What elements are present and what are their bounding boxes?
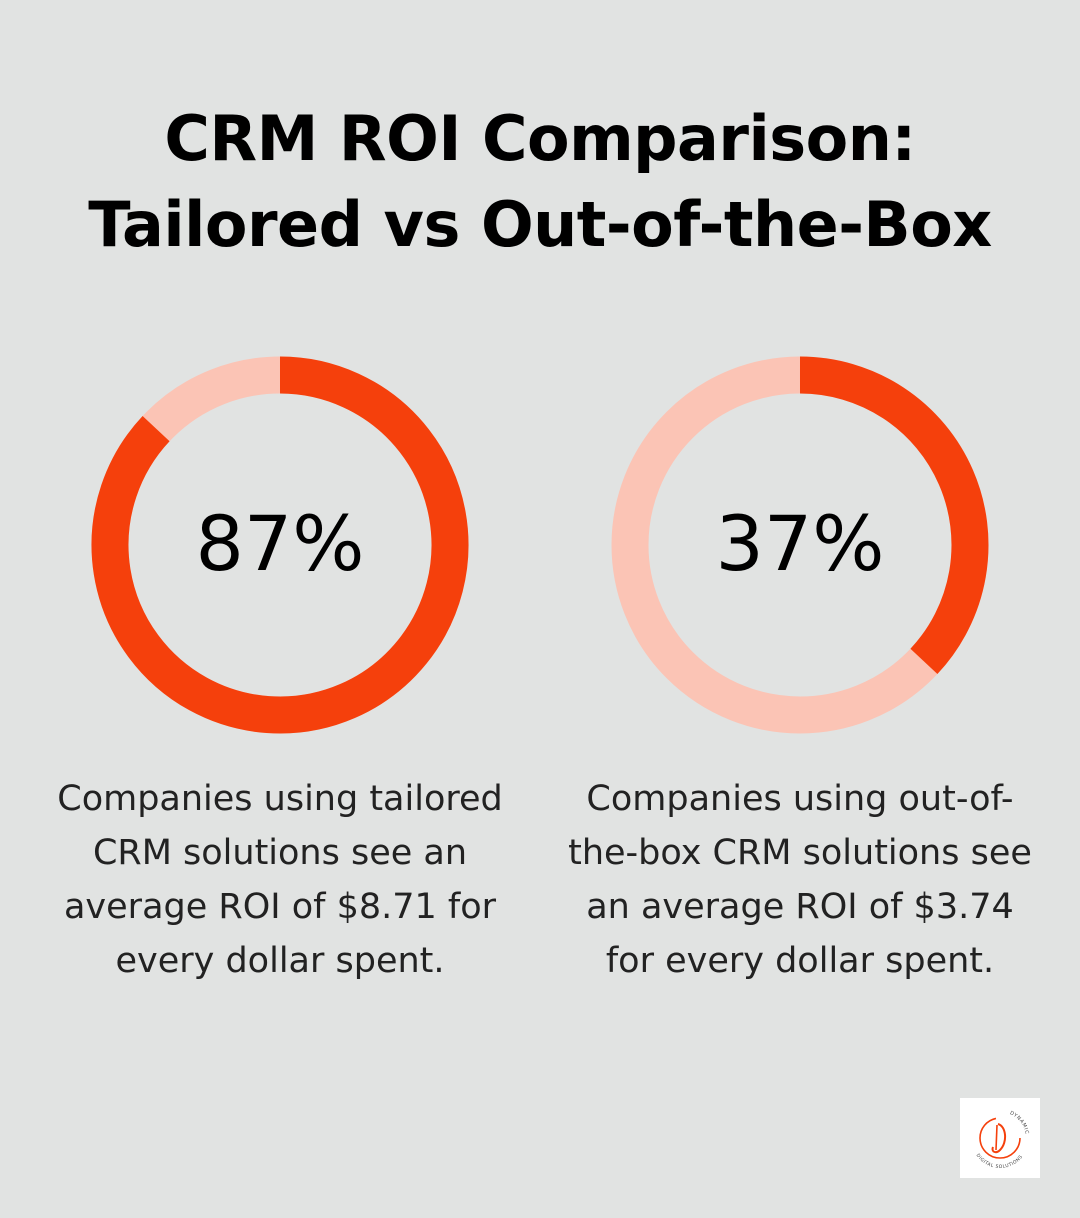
donut-svg-out-of-the-box: 37%: [611, 356, 989, 734]
caption-tailored-line-3: average ROI of $8.71 for: [63, 887, 497, 927]
caption-tailored-line-1: Companies using tailored: [57, 779, 503, 819]
brand-logo: DYNAMIC DIGITAL SOLUTIONS: [960, 1098, 1040, 1178]
svg-text:DYNAMIC: DYNAMIC: [1009, 1110, 1030, 1135]
caption-tailored-line-2: CRM solutions see an: [92, 833, 468, 873]
logo-ring: [979, 1117, 1021, 1159]
title-line-1: CRM ROI Comparison:: [164, 102, 916, 175]
donut-chart-tailored: 87%: [85, 350, 475, 740]
donut-arc-tailored: [91, 356, 469, 734]
svg-text:DIGITAL SOLUTIONS: DIGITAL SOLUTIONS: [975, 1153, 1025, 1170]
caption-tailored-line-4: every dollar spent.: [115, 941, 445, 981]
donut-value-label-tailored: 87%: [196, 499, 365, 588]
page-title: CRM ROI Comparison: Tailored vs Out-of-t…: [0, 96, 1080, 268]
donut-chart-out-of-the-box: 37%: [605, 350, 995, 740]
caption-tailored: Companies using tailored CRM solutions s…: [40, 772, 520, 988]
caption-out-of-the-box-line-1: Companies using out-of-: [586, 779, 1014, 819]
logo-letter-d: [991, 1123, 1006, 1154]
logo-text-top: DYNAMIC: [1009, 1110, 1029, 1135]
caption-out-of-the-box-line-4: for every dollar spent.: [605, 941, 995, 981]
donut-arc-out-of-the-box: [799, 356, 989, 675]
donut-value-label-out-of-the-box: 37%: [716, 499, 885, 588]
caption-out-of-the-box-line-3: an average ROI of $3.74: [586, 887, 1014, 927]
caption-out-of-the-box-line-2: the-box CRM solutions see: [568, 833, 1032, 873]
logo-text-bottom: DIGITAL SOLUTIONS: [975, 1153, 1024, 1170]
dynamic-digital-solutions-logo-icon: DYNAMIC DIGITAL SOLUTIONS: [975, 1110, 1030, 1170]
donut-svg-tailored: 87%: [91, 356, 469, 734]
title-line-2: Tailored vs Out-of-the-Box: [88, 188, 992, 261]
logo-letter-stem: [995, 1124, 998, 1151]
caption-out-of-the-box: Companies using out-of- the-box CRM solu…: [560, 772, 1040, 988]
